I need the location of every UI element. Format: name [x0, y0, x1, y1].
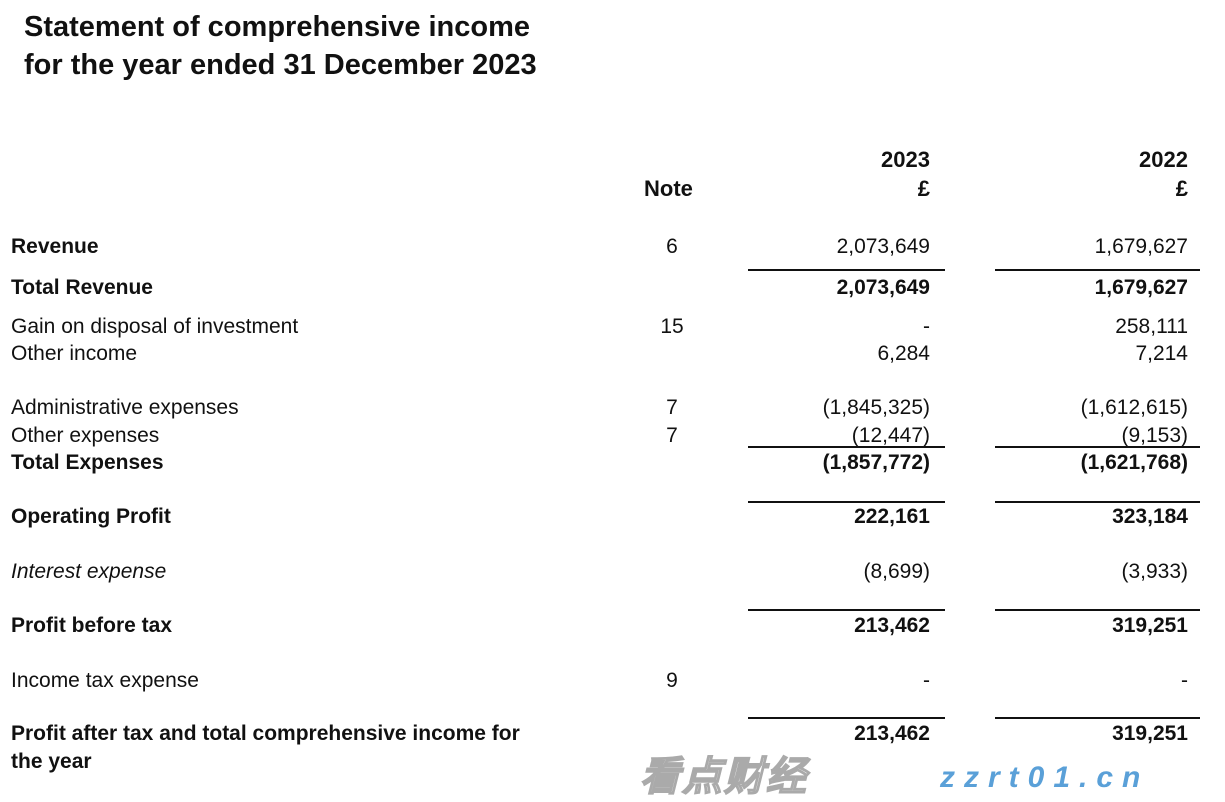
- row-label: Profit before tax: [11, 614, 173, 637]
- value-2023: 6,284: [877, 342, 930, 365]
- value-2022: 1,679,627: [1094, 235, 1188, 258]
- value-2022: (1,621,768): [1080, 451, 1188, 474]
- value-2022: 258,111: [1115, 315, 1188, 338]
- row-other-expenses: Other expenses 7 (12,447) (9,153): [0, 423, 1225, 449]
- rule: [995, 717, 1200, 719]
- row-total-revenue: Total Revenue 2,073,649 1,679,627: [0, 275, 1225, 301]
- watermark-text: 看点财经: [639, 754, 808, 800]
- row-label: Administrative expenses: [11, 396, 239, 419]
- value-2023: 213,462: [854, 614, 930, 637]
- row-label: Total Expenses: [11, 451, 164, 474]
- row-label: Operating Profit: [11, 505, 171, 528]
- row-total-expenses: Total Expenses (1,857,772) (1,621,768): [0, 450, 1225, 476]
- row-label: Income tax expense: [11, 669, 199, 692]
- currency-2023: £: [917, 176, 930, 201]
- rule: [995, 609, 1200, 611]
- rule: [748, 501, 945, 503]
- row-note: 15: [660, 315, 684, 338]
- value-2022: 319,251: [1112, 722, 1188, 745]
- value-2023: -: [923, 315, 930, 338]
- row-label: Total Revenue: [11, 276, 153, 299]
- year-2022-header: 2022: [1139, 147, 1188, 172]
- value-2022: 323,184: [1112, 505, 1188, 528]
- row-label: Other income: [11, 342, 138, 365]
- row-interest-expense: Interest expense (8,699) (3,933): [0, 559, 1225, 585]
- row-note: 9: [666, 669, 678, 692]
- value-2022: (9,153): [1121, 424, 1188, 447]
- watermark-logo: 看点财经 zzrt01.cn: [639, 754, 1225, 802]
- row-gain-on-disposal: Gain on disposal of investment 15 - 258,…: [0, 314, 1225, 340]
- rule: [748, 269, 945, 271]
- value-2022: -: [1181, 669, 1188, 692]
- row-revenue: Revenue 6 2,073,649 1,679,627: [0, 234, 1225, 260]
- row-profit-after-tax-cont: the year: [0, 749, 300, 775]
- row-note: 7: [666, 424, 678, 447]
- value-2023: -: [923, 669, 930, 692]
- row-operating-profit: Operating Profit 222,161 323,184: [0, 504, 1225, 530]
- value-2023: 2,073,649: [836, 276, 930, 299]
- row-administrative-expenses: Administrative expenses 7 (1,845,325) (1…: [0, 395, 1225, 421]
- row-profit-before-tax: Profit before tax 213,462 319,251: [0, 613, 1225, 639]
- value-2023: 222,161: [854, 505, 930, 528]
- rule: [995, 501, 1200, 503]
- watermark-url: zzrt01.cn: [940, 761, 1150, 794]
- row-label: Profit after tax and total comprehensive…: [11, 722, 520, 745]
- row-label: Gain on disposal of investment: [11, 315, 299, 338]
- row-note: 6: [666, 235, 678, 258]
- statement-title: Statement of comprehensive income: [24, 11, 531, 43]
- statement-subtitle: for the year ended 31 December 2023: [24, 49, 537, 81]
- rule: [995, 269, 1200, 271]
- row-label-continued: the year: [11, 750, 92, 773]
- row-income-tax-expense: Income tax expense 9 - -: [0, 668, 1225, 694]
- currency-2022: £: [1175, 176, 1188, 201]
- value-2023: 2,073,649: [836, 235, 930, 258]
- value-2022: (1,612,615): [1080, 396, 1188, 419]
- value-2023: 213,462: [854, 722, 930, 745]
- value-2022: 1,679,627: [1094, 276, 1188, 299]
- row-label: Interest expense: [11, 560, 167, 583]
- value-2023: (8,699): [863, 560, 930, 583]
- value-2023: (12,447): [851, 424, 930, 447]
- row-profit-after-tax: Profit after tax and total comprehensive…: [0, 721, 1225, 747]
- value-2023: (1,845,325): [822, 396, 930, 419]
- rule: [748, 717, 945, 719]
- value-2023: (1,857,772): [822, 451, 930, 474]
- value-2022: 319,251: [1112, 614, 1188, 637]
- note-header: Note: [644, 176, 693, 201]
- row-label: Revenue: [11, 235, 99, 258]
- row-label: Other expenses: [11, 424, 160, 447]
- year-2023-header: 2023: [881, 147, 930, 172]
- row-note: 7: [666, 396, 678, 419]
- rule: [748, 609, 945, 611]
- rule: [995, 446, 1200, 448]
- row-other-income: Other income 6,284 7,214: [0, 341, 1225, 367]
- value-2022: 7,214: [1135, 342, 1188, 365]
- value-2022: (3,933): [1121, 560, 1188, 583]
- rule: [748, 446, 945, 448]
